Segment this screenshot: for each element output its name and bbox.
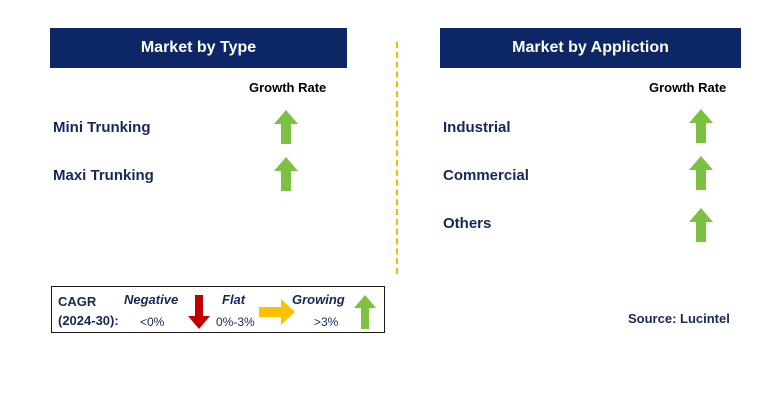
- legend-growing-range: >3%: [314, 315, 339, 329]
- panel-divider: [396, 42, 398, 274]
- application-item-commercial: Commercial: [443, 167, 529, 184]
- green-up-arrow-icon: [354, 295, 376, 329]
- legend-flat-title: Flat: [222, 292, 246, 307]
- green-up-arrow-icon: [689, 156, 713, 190]
- green-up-arrow-icon: [274, 110, 298, 144]
- legend-growing-title: Growing: [292, 292, 345, 307]
- green-up-arrow-icon: [689, 208, 713, 242]
- type-item-maxi-trunking: Maxi Trunking: [53, 167, 154, 184]
- legend-negative-range: <0%: [140, 315, 165, 329]
- legend-cagr-label: CAGR (2024-30):: [58, 292, 119, 330]
- legend-cagr-line2: (2024-30):: [58, 313, 119, 328]
- cagr-legend: [51, 286, 385, 333]
- green-up-arrow-icon: [689, 109, 713, 143]
- market-by-application-header: Market by Appliction: [440, 28, 741, 68]
- legend-cagr-line1: CAGR: [58, 294, 97, 309]
- legend-flat-range: 0%-3%: [216, 315, 255, 329]
- left-growth-rate-label: Growth Rate: [249, 80, 327, 95]
- right-growth-rate-label: Growth Rate: [649, 80, 727, 95]
- market-by-type-header: Market by Type: [50, 28, 347, 68]
- application-item-industrial: Industrial: [443, 119, 511, 136]
- yellow-right-arrow-icon: [259, 299, 295, 325]
- red-down-arrow-icon: [188, 295, 210, 329]
- source-label: Source: Lucintel: [628, 311, 730, 326]
- green-up-arrow-icon: [274, 157, 298, 191]
- type-item-mini-trunking: Mini Trunking: [53, 119, 151, 136]
- legend-negative-title: Negative: [124, 292, 179, 307]
- application-item-others: Others: [443, 215, 492, 232]
